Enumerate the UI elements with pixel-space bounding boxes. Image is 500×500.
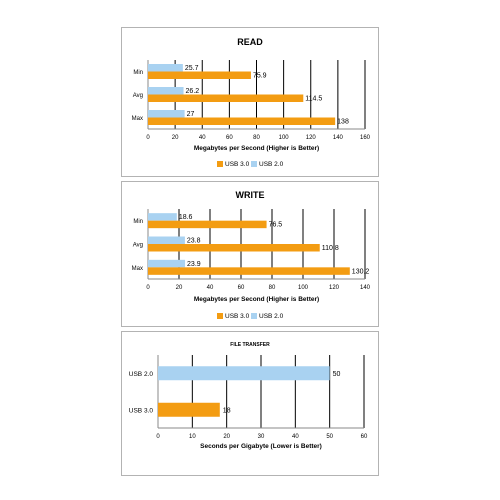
- x-axis-title: Seconds per Gigabyte (Lower is Better): [200, 443, 322, 450]
- bar-value-label: 76.5: [269, 222, 283, 229]
- write-chart-panel: WRITE 0 20 40 60 80 100 120 140 Min 18.6 76.5 Avg 23.…: [121, 181, 379, 327]
- write-chart: WRITE 0 20 40 60 80 100 120 140 Min 18.6 76.5 Avg 23.…: [132, 190, 371, 320]
- x-tick-label: 60: [238, 285, 245, 291]
- x-tick-label: 0: [146, 135, 150, 141]
- x-axis-title: Megabytes per Second (Higher is Better): [194, 145, 319, 152]
- usb3-bar: [148, 71, 251, 79]
- usb3-bar: [148, 117, 336, 125]
- category-label: Max: [132, 116, 143, 122]
- x-tick-label: 160: [360, 135, 371, 141]
- bar-value-label: 26.2: [186, 88, 200, 95]
- x-tick-label: 140: [360, 285, 371, 291]
- x-tick-label: 0: [146, 285, 150, 291]
- bar-value-label: 50: [333, 371, 341, 378]
- x-tick-label: 60: [361, 434, 368, 440]
- category-label: Min: [133, 219, 143, 225]
- category-label: Avg: [133, 243, 143, 249]
- usb2-bar: [148, 259, 186, 268]
- usb2-bar: [148, 236, 185, 244]
- category-label: USB 2.0: [129, 371, 154, 378]
- x-tick-label: 0: [156, 434, 160, 440]
- bar-value-label: 23.9: [187, 261, 201, 268]
- file-transfer-chart-panel: FILE TRANSFER 0 10 20 30 40 50 60 USB 2.0 50 USB 3…: [121, 331, 379, 476]
- usb3-bar: [158, 402, 220, 417]
- category-label: USB 3.0: [129, 407, 154, 414]
- x-tick-label: 30: [258, 434, 265, 440]
- legend-swatch-usb2: [251, 313, 257, 319]
- usb3-bar: [148, 220, 267, 229]
- usb2-bar: [158, 366, 330, 381]
- bar-value-label: 25.7: [185, 65, 199, 72]
- legend-swatch-usb3: [217, 313, 223, 319]
- file-transfer-chart: FILE TRANSFER 0 10 20 30 40 50 60 USB 2.0 50 USB 3…: [129, 342, 368, 450]
- bar-value-label: 130.2: [352, 268, 370, 275]
- read-chart-panel: READ 0 20 40 60 80 100 120 140 160 Min 25.7 75.9 Avg 2…: [121, 27, 379, 177]
- x-tick-label: 120: [329, 285, 340, 291]
- category-label: Min: [133, 70, 143, 76]
- usb3-bar: [148, 267, 350, 275]
- read-chart: READ 0 20 40 60 80 100 120 140 160 Min 25.7 75.9 Avg 2…: [132, 37, 371, 168]
- chart-title: FILE TRANSFER: [230, 342, 270, 348]
- x-tick-label: 50: [326, 434, 333, 440]
- x-tick-label: 40: [199, 135, 206, 141]
- bar-value-label: 18: [223, 407, 231, 414]
- usb2-bar: [148, 64, 183, 72]
- x-tick-label: 80: [269, 285, 276, 291]
- x-tick-label: 140: [333, 135, 344, 141]
- x-tick-label: 40: [292, 434, 299, 440]
- usb3-bar: [148, 94, 304, 102]
- legend-label-usb2: USB 2.0: [259, 161, 284, 168]
- bar-value-label: 138: [337, 119, 349, 126]
- x-tick-label: 60: [226, 135, 233, 141]
- usb2-bar: [148, 87, 184, 95]
- usb2-bar: [148, 213, 177, 221]
- usb3-bar: [148, 244, 320, 252]
- bar-value-label: 75.9: [253, 73, 267, 80]
- bar-value-label: 18.6: [179, 214, 193, 221]
- category-label: Max: [132, 266, 143, 272]
- category-label: Avg: [133, 93, 143, 99]
- x-axis-title: Megabytes per Second (Higher is Better): [194, 296, 319, 303]
- legend-swatch-usb2: [251, 161, 257, 167]
- x-tick-label: 20: [176, 285, 183, 291]
- usb2-bar: [148, 110, 185, 118]
- bar-value-label: 114.5: [305, 96, 322, 103]
- x-tick-label: 10: [189, 434, 196, 440]
- bar-value-label: 23.8: [187, 238, 201, 245]
- chart-title: READ: [237, 37, 263, 47]
- x-tick-label: 100: [279, 135, 290, 141]
- legend-label-usb2: USB 2.0: [259, 313, 284, 320]
- x-tick-label: 20: [172, 135, 179, 141]
- bar-value-label: 27: [187, 111, 195, 118]
- legend-swatch-usb3: [217, 161, 223, 167]
- x-tick-label: 20: [223, 434, 230, 440]
- x-tick-label: 40: [207, 285, 214, 291]
- legend-label-usb3: USB 3.0: [225, 161, 250, 168]
- x-tick-label: 100: [298, 285, 309, 291]
- legend-label-usb3: USB 3.0: [225, 313, 250, 320]
- x-tick-label: 80: [253, 135, 260, 141]
- x-tick-label: 120: [306, 135, 317, 141]
- chart-title: WRITE: [236, 190, 265, 200]
- bar-value-label: 110.8: [322, 245, 339, 252]
